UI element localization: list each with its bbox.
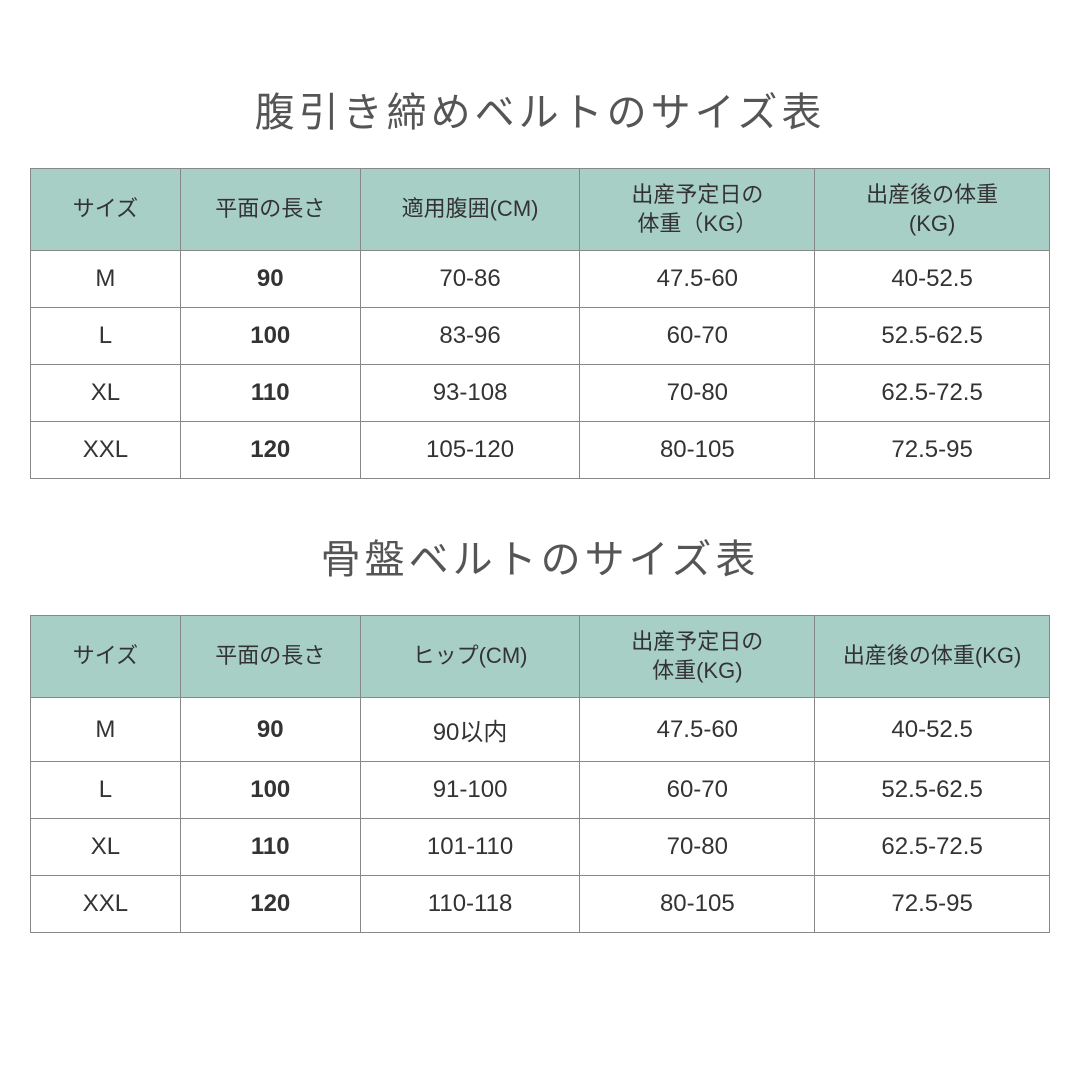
table-cell: 72.5-95	[815, 876, 1050, 933]
table2-head: サイズ 平面の長さ ヒップ(CM) 出産予定日の体重(KG) 出産後の体重(KG…	[31, 616, 1050, 698]
table-cell: M	[31, 698, 181, 762]
table1-header-row: サイズ 平面の長さ 適用腹囲(CM) 出産予定日の体重（KG） 出産後の体重(K…	[31, 169, 1050, 251]
table-cell: 47.5-60	[580, 698, 815, 762]
table1-body: M 90 70-86 47.5-60 40-52.5 L 100 83-96 6…	[31, 251, 1050, 479]
table-cell: 40-52.5	[815, 251, 1050, 308]
table2-col-header: サイズ	[31, 616, 181, 698]
table-cell: 120	[180, 422, 360, 479]
table-cell: 101-110	[360, 819, 580, 876]
table1-col-header: 出産予定日の体重（KG）	[580, 169, 815, 251]
table1-col-header: 出産後の体重(KG)	[815, 169, 1050, 251]
table-cell: XXL	[31, 876, 181, 933]
table2-title: 骨盤ベルトのサイズ表	[321, 527, 760, 585]
table2: サイズ 平面の長さ ヒップ(CM) 出産予定日の体重(KG) 出産後の体重(KG…	[30, 615, 1050, 933]
table-row: M 90 70-86 47.5-60 40-52.5	[31, 251, 1050, 308]
table-cell: M	[31, 251, 181, 308]
table-cell: 52.5-62.5	[815, 308, 1050, 365]
table-cell: 40-52.5	[815, 698, 1050, 762]
table2-col-header: 出産後の体重(KG)	[815, 616, 1050, 698]
table2-col-header: ヒップ(CM)	[360, 616, 580, 698]
table-cell: 60-70	[580, 308, 815, 365]
table-cell: 80-105	[580, 876, 815, 933]
table-row: XL 110 93-108 70-80 62.5-72.5	[31, 365, 1050, 422]
table2-header-row: サイズ 平面の長さ ヒップ(CM) 出産予定日の体重(KG) 出産後の体重(KG…	[31, 616, 1050, 698]
table-cell: 70-80	[580, 819, 815, 876]
table-cell: XL	[31, 365, 181, 422]
table-cell: 52.5-62.5	[815, 762, 1050, 819]
table-cell: 120	[180, 876, 360, 933]
table1-col-header: 平面の長さ	[180, 169, 360, 251]
table-cell: 72.5-95	[815, 422, 1050, 479]
table2-body: M 90 90以内 47.5-60 40-52.5 L 100 91-100 6…	[31, 698, 1050, 933]
table-cell: 93-108	[360, 365, 580, 422]
table-cell: 110	[180, 819, 360, 876]
table-row: XXL 120 105-120 80-105 72.5-95	[31, 422, 1050, 479]
table-cell: 90以内	[360, 698, 580, 762]
table-cell: 110	[180, 365, 360, 422]
table-cell: 60-70	[580, 762, 815, 819]
table1-head: サイズ 平面の長さ 適用腹囲(CM) 出産予定日の体重（KG） 出産後の体重(K…	[31, 169, 1050, 251]
table1-col-header: 適用腹囲(CM)	[360, 169, 580, 251]
table2-col-header: 平面の長さ	[180, 616, 360, 698]
table-row: M 90 90以内 47.5-60 40-52.5	[31, 698, 1050, 762]
table-cell: 62.5-72.5	[815, 819, 1050, 876]
table-row: XXL 120 110-118 80-105 72.5-95	[31, 876, 1050, 933]
table-cell: 90	[180, 698, 360, 762]
table-cell: 105-120	[360, 422, 580, 479]
table-cell: L	[31, 762, 181, 819]
table-row: L 100 91-100 60-70 52.5-62.5	[31, 762, 1050, 819]
table-cell: 70-86	[360, 251, 580, 308]
table-cell: 70-80	[580, 365, 815, 422]
table-row: XL 110 101-110 70-80 62.5-72.5	[31, 819, 1050, 876]
table-cell: L	[31, 308, 181, 365]
table-cell: 100	[180, 762, 360, 819]
table-cell: XXL	[31, 422, 181, 479]
table-cell: 91-100	[360, 762, 580, 819]
table-cell: XL	[31, 819, 181, 876]
table-cell: 90	[180, 251, 360, 308]
table2-col-header: 出産予定日の体重(KG)	[580, 616, 815, 698]
table1: サイズ 平面の長さ 適用腹囲(CM) 出産予定日の体重（KG） 出産後の体重(K…	[30, 168, 1050, 479]
table-cell: 83-96	[360, 308, 580, 365]
table1-col-header: サイズ	[31, 169, 181, 251]
table1-title: 腹引き締めベルトのサイズ表	[255, 80, 826, 138]
table-cell: 47.5-60	[580, 251, 815, 308]
table-cell: 62.5-72.5	[815, 365, 1050, 422]
table-cell: 110-118	[360, 876, 580, 933]
table-row: L 100 83-96 60-70 52.5-62.5	[31, 308, 1050, 365]
table-cell: 100	[180, 308, 360, 365]
table-cell: 80-105	[580, 422, 815, 479]
